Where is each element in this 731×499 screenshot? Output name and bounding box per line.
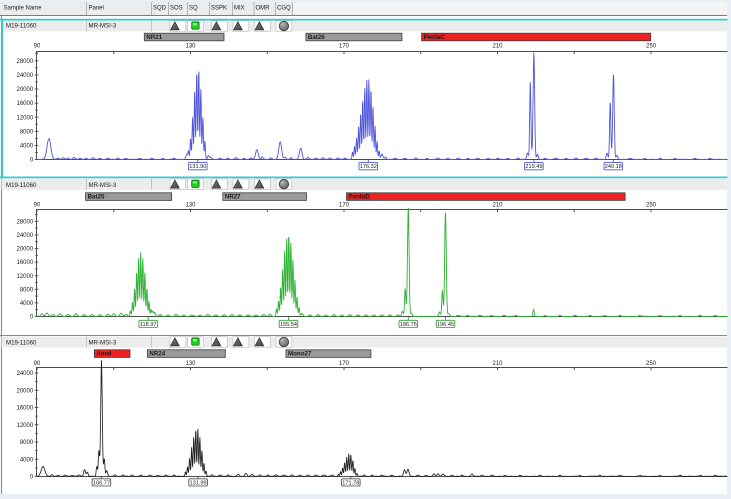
svg-text:24000: 24000	[17, 371, 34, 377]
svg-text:4000: 4000	[20, 301, 34, 307]
svg-text:170: 170	[339, 203, 350, 209]
svg-text:131.90: 131.90	[189, 164, 206, 170]
svg-text:12000: 12000	[17, 423, 34, 429]
svg-text:M19-11060: M19-11060	[6, 340, 37, 347]
svg-text:Mono27: Mono27	[288, 351, 312, 358]
svg-text:SQD: SQD	[153, 6, 167, 12]
svg-text:90: 90	[34, 361, 41, 367]
svg-text:Amel: Amel	[96, 351, 111, 358]
svg-text:4000: 4000	[20, 144, 34, 150]
svg-text:131.99: 131.99	[190, 480, 207, 486]
svg-text:240.18: 240.18	[605, 164, 622, 170]
svg-text:NR24: NR24	[149, 351, 165, 358]
svg-text:SQ: SQ	[189, 6, 198, 12]
svg-text:210: 210	[492, 361, 503, 367]
svg-text:186.75: 186.75	[400, 322, 417, 328]
svg-text:219.49: 219.49	[525, 164, 542, 170]
svg-text:M19-11060: M19-11060	[6, 182, 37, 189]
svg-text:PentaC: PentaC	[424, 34, 446, 41]
svg-text:MIX: MIX	[234, 6, 245, 12]
svg-text:MR-MSI-3: MR-MSI-3	[89, 22, 117, 29]
svg-text:Panel: Panel	[89, 6, 104, 12]
svg-text:90: 90	[34, 203, 41, 209]
svg-text:PentaD: PentaD	[349, 194, 371, 201]
svg-text:0: 0	[30, 315, 34, 321]
svg-text:Bat26: Bat26	[308, 34, 325, 41]
svg-text:M19-11060: M19-11060	[6, 22, 37, 29]
svg-text:170: 170	[339, 44, 350, 50]
svg-text:0: 0	[30, 475, 34, 481]
svg-text:20000: 20000	[17, 87, 34, 93]
svg-text:CGQ: CGQ	[277, 6, 291, 12]
svg-text:Bat25: Bat25	[88, 194, 105, 201]
svg-text:28000: 28000	[17, 219, 34, 225]
svg-text:24000: 24000	[17, 73, 34, 79]
svg-text:28000: 28000	[17, 59, 34, 65]
svg-text:130: 130	[185, 203, 196, 209]
svg-text:196.45: 196.45	[437, 322, 454, 328]
svg-text:NR27: NR27	[225, 194, 241, 201]
svg-text:170: 170	[339, 361, 350, 367]
svg-text:90: 90	[34, 44, 41, 50]
svg-text:16000: 16000	[17, 406, 34, 412]
svg-text:16000: 16000	[17, 260, 34, 266]
svg-text:171.78: 171.78	[342, 480, 359, 486]
svg-text:106.77: 106.77	[93, 480, 110, 486]
svg-text:24000: 24000	[17, 233, 34, 239]
svg-text:OMR: OMR	[256, 6, 271, 12]
svg-text:NR21: NR21	[146, 34, 162, 41]
svg-text:176.32: 176.32	[360, 164, 377, 170]
svg-text:250: 250	[646, 203, 657, 209]
svg-text:210: 210	[492, 44, 503, 50]
svg-text:12000: 12000	[17, 115, 34, 121]
svg-text:130: 130	[185, 361, 196, 367]
svg-text:155.54: 155.54	[280, 322, 297, 328]
svg-text:MR-MSI-3: MR-MSI-3	[89, 182, 117, 189]
svg-text:12000: 12000	[17, 274, 34, 280]
svg-text:210: 210	[492, 203, 503, 209]
svg-text:130: 130	[185, 44, 196, 50]
svg-text:4000: 4000	[20, 457, 34, 463]
svg-text:MR-MSI-3: MR-MSI-3	[89, 340, 117, 347]
svg-text:Sample Name: Sample Name	[4, 6, 43, 12]
svg-text:16000: 16000	[17, 101, 34, 107]
svg-text:SOS: SOS	[170, 6, 183, 12]
svg-text:8000: 8000	[20, 287, 34, 293]
svg-text:8000: 8000	[20, 129, 34, 135]
svg-text:20000: 20000	[17, 247, 34, 253]
svg-text:SSPK: SSPK	[211, 6, 227, 12]
svg-text:0: 0	[30, 158, 34, 164]
svg-text:118.97: 118.97	[140, 322, 157, 328]
svg-text:20000: 20000	[17, 388, 34, 394]
svg-text:8000: 8000	[20, 440, 34, 446]
svg-text:250: 250	[646, 44, 657, 50]
svg-text:250: 250	[646, 361, 657, 367]
